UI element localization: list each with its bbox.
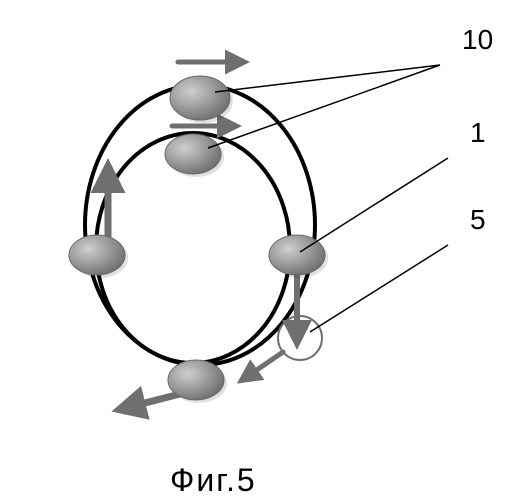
figure-caption: Фиг.5 bbox=[170, 462, 257, 499]
callout-label-10: 10 bbox=[462, 24, 493, 56]
callout-line bbox=[310, 245, 448, 332]
body-top-outer bbox=[170, 76, 230, 120]
callout-line bbox=[300, 158, 448, 252]
body-left bbox=[69, 235, 125, 275]
body-bottom bbox=[168, 360, 224, 400]
callout-label-5: 5 bbox=[470, 204, 486, 236]
callout-line bbox=[208, 65, 440, 148]
arrow-oc-left bbox=[245, 352, 283, 378]
body-top-inner bbox=[165, 134, 221, 174]
callout-label-1: 1 bbox=[470, 117, 486, 149]
callout-line bbox=[215, 65, 440, 92]
figure-diagram bbox=[0, 0, 518, 500]
